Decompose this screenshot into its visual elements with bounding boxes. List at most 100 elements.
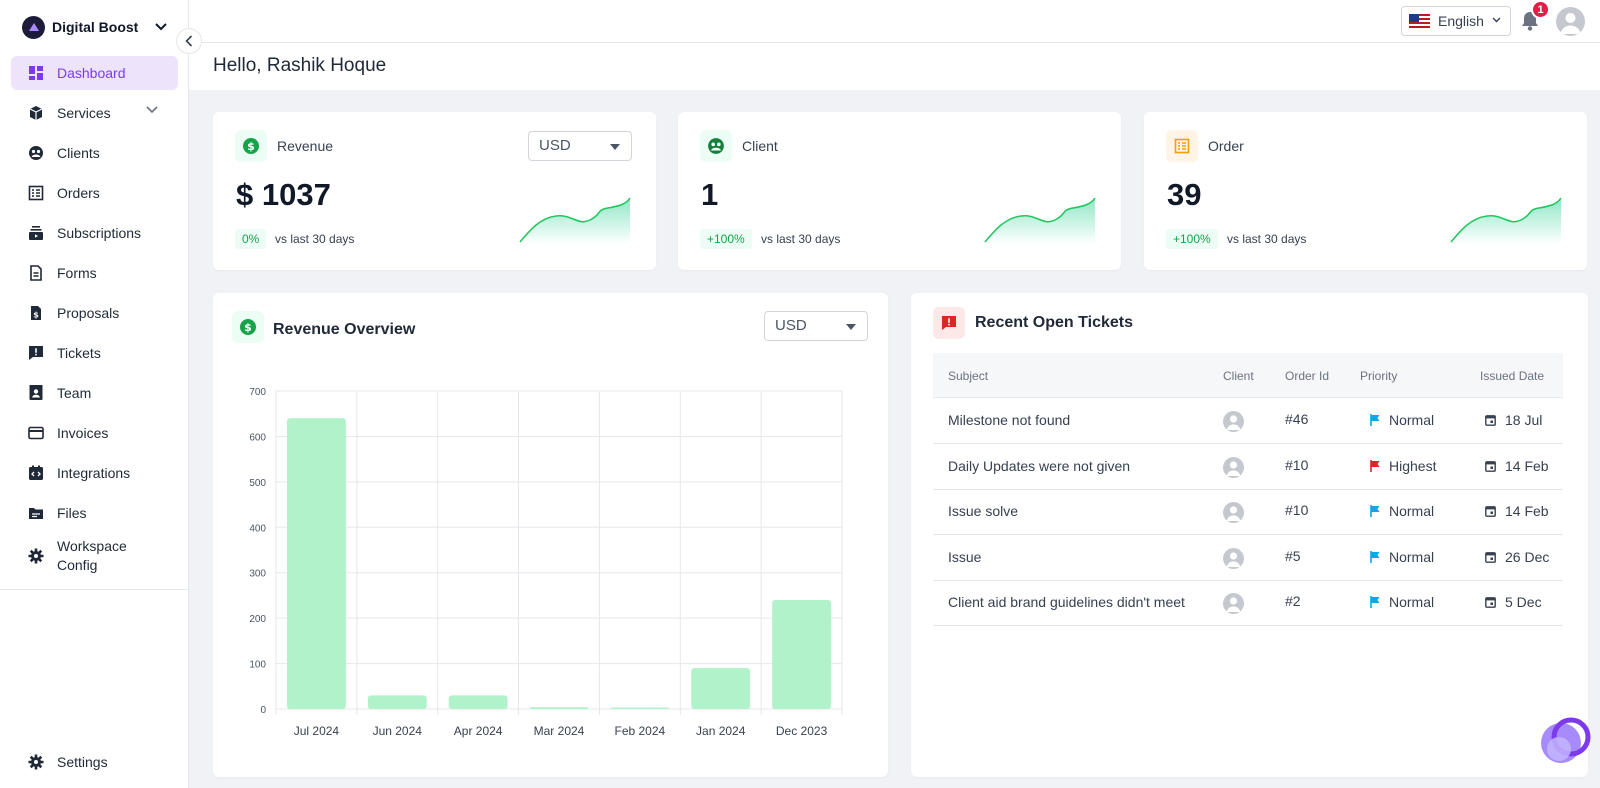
issued-date: 26 Dec [1485, 549, 1549, 565]
card-title: Client [742, 138, 778, 154]
comparison-text: vs last 30 days [1227, 232, 1307, 246]
card-title: Revenue [277, 138, 334, 154]
gear-icon [28, 548, 44, 564]
sidebar-item-integrations[interactable]: Integrations [11, 456, 178, 490]
chat-logo-icon [1541, 717, 1591, 763]
sidebar-item-clients[interactable]: Clients [11, 136, 178, 170]
priority-label: Normal [1389, 412, 1435, 428]
chevron-down-icon [155, 23, 168, 31]
bar [367, 695, 427, 709]
ticket-subject[interactable]: Issue [948, 548, 982, 565]
table-row[interactable]: Issue #5 Normal 26 Dec [933, 536, 1563, 581]
bar [529, 707, 589, 709]
date-label: 14 Feb [1505, 503, 1549, 519]
sidebar-item-dashboard[interactable]: Dashboard [11, 56, 178, 90]
section-title: Revenue Overview [273, 321, 416, 338]
sidebar-item-files[interactable]: Files [11, 496, 178, 530]
order-sparkline [1450, 197, 1562, 244]
bar [448, 695, 508, 709]
priority-label: Normal [1389, 503, 1435, 519]
team-icon [29, 385, 43, 400]
revenue-bar-chart: 0 100 200 300 400 500 600 700 Jul 2024 Jun 2024 Ap… [249, 387, 843, 738]
order-id: #46 [1285, 411, 1309, 427]
sidebar-item-tickets[interactable]: Tickets [11, 336, 178, 370]
issued-date: 14 Feb [1485, 503, 1549, 519]
ticket-subject[interactable]: Client aid brand guidelines didn't meet [948, 594, 1185, 610]
sidebar-item-forms[interactable]: Forms [11, 256, 178, 290]
priority-label: Normal [1389, 548, 1435, 565]
bar [691, 668, 751, 709]
sidebar-item-team[interactable]: Team [11, 376, 178, 410]
workspace-switcher[interactable]: Digital Boost [22, 14, 168, 40]
ticket-subject[interactable]: Daily Updates were not given [948, 457, 1131, 474]
date-label: 26 Dec [1505, 548, 1550, 565]
x-tick-label: Dec 2023 [776, 724, 828, 738]
table-row[interactable]: Client aid brand guidelines didn't meet #… [933, 581, 1563, 626]
user-icon [1560, 13, 1581, 34]
order-id: #10 [1285, 456, 1309, 473]
topbar [189, 0, 1600, 43]
sidebar-item-label: Team [57, 384, 92, 401]
calendar-icon [1485, 415, 1496, 426]
bar [772, 599, 831, 709]
flag-icon [1370, 596, 1380, 608]
table-row[interactable]: Daily Updates were not given #10 Highest 14… [933, 445, 1563, 490]
flag-icon [1370, 550, 1380, 563]
priority: Normal [1370, 549, 1434, 565]
revenue-card: $ Revenue USD $ 1037 0% vs last 30 days [213, 112, 656, 270]
ticket-message-icon [942, 316, 956, 330]
sidebar-item-proposals[interactable]: $ Proposals [11, 296, 178, 330]
column-header-order-id: Order Id [1285, 369, 1330, 383]
table-row[interactable]: Issue solve #10 Normal 14 Feb [933, 490, 1563, 535]
ticket-message-icon [29, 346, 43, 360]
date-label: 18 Jul [1505, 412, 1543, 428]
issued-date: 18 Jul [1485, 412, 1542, 428]
currency-select[interactable]: USD [528, 131, 632, 161]
client-icon-box [700, 130, 732, 162]
collapse-sidebar-button[interactable] [176, 28, 202, 54]
calendar-icon [1485, 597, 1496, 608]
client-sparkline [984, 197, 1096, 244]
sidebar-item-label: Forms [57, 264, 97, 281]
sidebar-item-services[interactable]: Services [11, 96, 178, 130]
svg-text:$: $ [33, 311, 39, 320]
sidebar-item-invoices[interactable]: Invoices [11, 416, 178, 450]
currency-select[interactable]: USD [764, 311, 868, 341]
issued-date: 14 Feb [1485, 458, 1549, 474]
ticket-subject[interactable]: Milestone not found [948, 412, 1071, 428]
clients-icon [29, 146, 43, 160]
order-id: #2 [1285, 593, 1301, 609]
sidebar-item-label: Integrations [57, 464, 131, 481]
card-value: 1 [701, 177, 719, 212]
sidebar: Digital Boost Dashboard Services Clients… [0, 0, 189, 788]
sidebar-item-subscriptions[interactable]: Subscriptions [11, 216, 178, 250]
client-card: Client 1 +100% vs last 30 days [678, 112, 1121, 270]
client-avatar [1223, 502, 1244, 523]
client-avatar [1223, 456, 1244, 478]
y-tick-label: 200 [249, 614, 266, 625]
user-avatar[interactable] [1556, 7, 1585, 36]
chevron-down-icon[interactable] [146, 106, 158, 114]
caret-down-icon [610, 144, 620, 150]
sidebar-item-workspace-config[interactable]: Workspace Config [11, 536, 178, 576]
sidebar-divider [0, 589, 189, 590]
revenue-overview-icon-box: $ [232, 311, 264, 343]
sidebar-item-label: Invoices [57, 424, 109, 441]
sidebar-item-settings[interactable]: Settings [11, 745, 178, 779]
language-select[interactable]: English [1401, 6, 1511, 36]
column-header-subject: Subject [948, 369, 989, 383]
sidebar-item-label: Services [57, 104, 111, 121]
page-title: Hello, Rashik Hoque [213, 55, 387, 76]
comparison-text: vs last 30 days [275, 232, 355, 246]
caret-down-icon [846, 324, 856, 330]
order-id: #5 [1285, 547, 1301, 564]
priority-label: Highest [1389, 457, 1437, 474]
revenue-sparkline [519, 197, 631, 244]
help-chat-button[interactable] [1537, 715, 1593, 771]
sidebar-item-orders[interactable]: Orders [11, 176, 178, 210]
currency-value: USD [775, 317, 807, 334]
greeting-bar: Hello, Rashik Hoque [189, 43, 1600, 90]
bar [287, 418, 346, 709]
ticket-subject[interactable]: Issue solve [948, 503, 1019, 519]
table-row[interactable]: Milestone not found #46 Normal 18 Jul [933, 399, 1563, 444]
